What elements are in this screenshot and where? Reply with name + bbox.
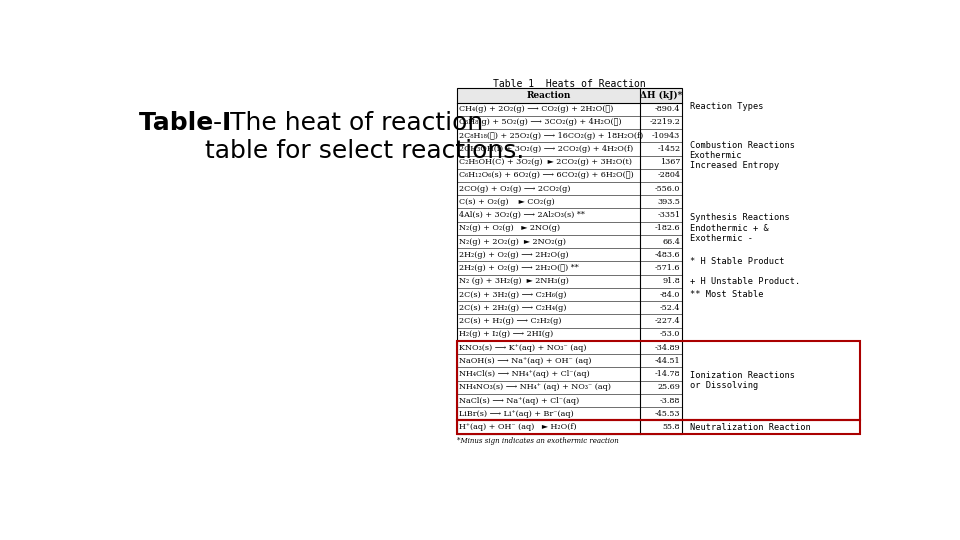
Text: -890.4: -890.4 [655, 105, 681, 113]
Text: Combustion Reactions
Exothermic
Increased Entropy: Combustion Reactions Exothermic Increase… [689, 140, 795, 171]
Bar [457, 420, 860, 434]
Text: ** Most Stable: ** Most Stable [689, 290, 763, 299]
Text: Neutralization Reaction: Neutralization Reaction [689, 422, 810, 431]
Text: -227.4: -227.4 [655, 317, 681, 325]
Text: Ionization Reactions
or Dissolving: Ionization Reactions or Dissolving [689, 371, 795, 390]
Text: C(s) + O₂(g)    ► CO₂(g): C(s) + O₂(g) ► CO₂(g) [460, 198, 555, 206]
Text: -10943: -10943 [652, 132, 681, 140]
Text: -182.6: -182.6 [655, 224, 681, 232]
Text: -45.53: -45.53 [655, 410, 681, 418]
Text: -3351: -3351 [658, 211, 681, 219]
Text: C₃H₈(g) + 5O₂(g) ⟶ 3CO₂(g) + 4H₂O(ℓ): C₃H₈(g) + 5O₂(g) ⟶ 3CO₂(g) + 4H₂O(ℓ) [460, 118, 622, 126]
Text: *Minus sign indicates an exothermic reaction: *Minus sign indicates an exothermic reac… [457, 437, 619, 445]
Text: NH₄Cl(s) ⟶ NH₄⁺(aq) + Cl⁻(aq): NH₄Cl(s) ⟶ NH₄⁺(aq) + Cl⁻(aq) [460, 370, 590, 378]
Text: NH₄NO₃(s) ⟶ NH₄⁺ (aq) + NO₃⁻ (aq): NH₄NO₃(s) ⟶ NH₄⁺ (aq) + NO₃⁻ (aq) [460, 383, 612, 392]
Text: -1452: -1452 [658, 145, 681, 153]
Text: - The heat of reaction
table for select reactions.: - The heat of reaction table for select … [205, 111, 524, 163]
Text: Synthesis Reactions
Endothermic + &
Exothermic -: Synthesis Reactions Endothermic + & Exot… [689, 213, 789, 243]
Text: Table 1  Heats of Reaction: Table 1 Heats of Reaction [493, 79, 646, 89]
Text: C₆H₁₂O₆(s) + 6O₂(g) ⟶ 6CO₂(g) + 6H₂O(ℓ): C₆H₁₂O₆(s) + 6O₂(g) ⟶ 6CO₂(g) + 6H₂O(ℓ) [460, 171, 635, 179]
Text: C₂H₅OH(C) + 3O₂(g)  ► 2CO₂(g) + 3H₂O(t): C₂H₅OH(C) + 3O₂(g) ► 2CO₂(g) + 3H₂O(t) [460, 158, 633, 166]
Text: LiBr(s) ⟶ Li⁺(aq) + Br⁻(aq): LiBr(s) ⟶ Li⁺(aq) + Br⁻(aq) [460, 410, 574, 418]
Text: 91.8: 91.8 [662, 278, 681, 285]
Text: -14.78: -14.78 [655, 370, 681, 378]
Text: 2CH₃OH(f) + 3O₂(g) ⟶ 2CO₂(g) + 4H₂O(f): 2CH₃OH(f) + 3O₂(g) ⟶ 2CO₂(g) + 4H₂O(f) [460, 145, 634, 153]
Text: -53.0: -53.0 [660, 330, 681, 338]
Text: Table I: Table I [139, 111, 231, 135]
Text: 2C(s) + H₂(g) ⟶ C₂H₂(g): 2C(s) + H₂(g) ⟶ C₂H₂(g) [460, 317, 562, 325]
Text: KNO₃(s) ⟶ K⁺(aq) + NO₃⁻ (aq): KNO₃(s) ⟶ K⁺(aq) + NO₃⁻ (aq) [460, 343, 587, 352]
Text: 2CO(g) + O₂(g) ⟶ 2CO₂(g): 2CO(g) + O₂(g) ⟶ 2CO₂(g) [460, 185, 571, 193]
Text: 4Al(s) + 3O₂(g) ⟶ 2Al₂O₃(s) **: 4Al(s) + 3O₂(g) ⟶ 2Al₂O₃(s) ** [460, 211, 586, 219]
Text: -483.6: -483.6 [655, 251, 681, 259]
Text: 2H₂(g) + O₂(g) ⟶ 2H₂O(ℓ) **: 2H₂(g) + O₂(g) ⟶ 2H₂O(ℓ) ** [460, 264, 579, 272]
Text: N₂ (g) + 3H₂(g)  ► 2NH₃(g): N₂ (g) + 3H₂(g) ► 2NH₃(g) [460, 278, 569, 285]
Text: -44.51: -44.51 [655, 357, 681, 365]
Text: -52.4: -52.4 [660, 304, 681, 312]
Text: NaCl(s) ⟶ Na⁺(aq) + Cl⁻(aq): NaCl(s) ⟶ Na⁺(aq) + Cl⁻(aq) [460, 396, 580, 404]
Text: H₂(g) + I₂(g) ⟶ 2HI(g): H₂(g) + I₂(g) ⟶ 2HI(g) [460, 330, 554, 338]
Text: + H Unstable Product.: + H Unstable Product. [689, 277, 800, 286]
Text: 1367: 1367 [660, 158, 681, 166]
Text: H⁺(aq) + OH⁻ (aq)   ► H₂O(f): H⁺(aq) + OH⁻ (aq) ► H₂O(f) [460, 423, 577, 431]
Text: * H Stable Product: * H Stable Product [689, 257, 784, 266]
Text: -2804: -2804 [658, 171, 681, 179]
Text: -3.88: -3.88 [660, 396, 681, 404]
Text: 2C(s) + 2H₂(g) ⟶ C₂H₄(g): 2C(s) + 2H₂(g) ⟶ C₂H₄(g) [460, 304, 567, 312]
Text: N₂(g) + O₂(g)   ► 2NO(g): N₂(g) + O₂(g) ► 2NO(g) [460, 224, 561, 232]
Text: 2C₈H₁₈(ℓ) + 25O₂(g) ⟶ 16CO₂(g) + 18H₂O(f): 2C₈H₁₈(ℓ) + 25O₂(g) ⟶ 16CO₂(g) + 18H₂O(f… [460, 132, 644, 140]
Text: -556.0: -556.0 [655, 185, 681, 193]
Text: -84.0: -84.0 [660, 291, 681, 299]
Text: -571.6: -571.6 [655, 264, 681, 272]
Bar [457, 88, 682, 103]
Text: 393.5: 393.5 [658, 198, 681, 206]
Text: Reaction Types: Reaction Types [689, 102, 763, 111]
Text: 2C(s) + 3H₂(g) ⟶ C₂H₆(g): 2C(s) + 3H₂(g) ⟶ C₂H₆(g) [460, 291, 567, 299]
Text: 66.4: 66.4 [662, 238, 681, 246]
Bar [457, 341, 860, 420]
Text: -2219.2: -2219.2 [650, 118, 681, 126]
Bar [457, 88, 682, 434]
Text: Reaction: Reaction [526, 91, 571, 100]
Text: ΔH (kJ)*: ΔH (kJ)* [640, 91, 683, 100]
Text: NaOH(s) ⟶ Na⁺(aq) + OH⁻ (aq): NaOH(s) ⟶ Na⁺(aq) + OH⁻ (aq) [460, 357, 592, 365]
Text: N₂(g) + 2O₂(g)  ► 2NO₂(g): N₂(g) + 2O₂(g) ► 2NO₂(g) [460, 238, 566, 246]
Text: -34.89: -34.89 [655, 343, 681, 352]
Text: 2H₂(g) + O₂(g) ⟶ 2H₂O(g): 2H₂(g) + O₂(g) ⟶ 2H₂O(g) [460, 251, 569, 259]
Text: 25.69: 25.69 [658, 383, 681, 392]
Text: CH₄(g) + 2O₂(g) ⟶ CO₂(g) + 2H₂O(ℓ): CH₄(g) + 2O₂(g) ⟶ CO₂(g) + 2H₂O(ℓ) [460, 105, 613, 113]
Text: 55.8: 55.8 [662, 423, 681, 431]
